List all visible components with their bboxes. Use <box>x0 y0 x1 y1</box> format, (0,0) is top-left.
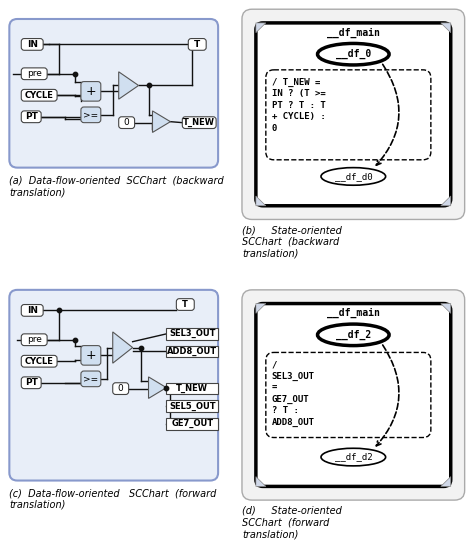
FancyBboxPatch shape <box>81 82 101 101</box>
Text: pre: pre <box>27 69 42 78</box>
FancyBboxPatch shape <box>242 9 465 219</box>
Text: __df_0: __df_0 <box>336 49 371 59</box>
Point <box>71 335 79 344</box>
FancyBboxPatch shape <box>21 111 41 123</box>
FancyBboxPatch shape <box>21 305 43 316</box>
FancyBboxPatch shape <box>9 19 218 167</box>
Polygon shape <box>441 196 451 206</box>
Polygon shape <box>441 476 451 486</box>
Bar <box>166 400 218 412</box>
Text: CYCLE: CYCLE <box>25 357 54 366</box>
Text: +: + <box>85 85 96 98</box>
Text: PT: PT <box>25 379 37 387</box>
Text: / T_NEW =
IN ? (T >=
PT ? T : T
+ CYCLE) :
0: / T_NEW = IN ? (T >= PT ? T : T + CYCLE)… <box>272 78 326 132</box>
Polygon shape <box>441 304 451 313</box>
Text: ADD8_OUT: ADD8_OUT <box>167 347 217 356</box>
Text: (a)  Data-flow-oriented  SCChart  (backward
translation): (a) Data-flow-oriented SCChart (backward… <box>9 176 224 197</box>
Text: CYCLE: CYCLE <box>25 91 54 100</box>
FancyBboxPatch shape <box>113 383 128 394</box>
Text: /
SEL3_OUT
=
GE7_OUT
? T :
ADD8_OUT: / SEL3_OUT = GE7_OUT ? T : ADD8_OUT <box>272 360 315 427</box>
Text: 0: 0 <box>124 118 129 127</box>
FancyBboxPatch shape <box>21 38 43 50</box>
FancyBboxPatch shape <box>176 299 194 310</box>
Text: __df_main: __df_main <box>327 308 380 318</box>
Text: PT: PT <box>25 112 37 121</box>
Point <box>163 383 170 392</box>
Ellipse shape <box>318 43 389 65</box>
Polygon shape <box>441 23 451 33</box>
Polygon shape <box>256 304 266 313</box>
Text: T_NEW: T_NEW <box>183 118 215 127</box>
FancyBboxPatch shape <box>21 334 47 346</box>
Polygon shape <box>256 196 266 206</box>
FancyBboxPatch shape <box>81 346 101 365</box>
Text: GE7_OUT: GE7_OUT <box>171 419 213 428</box>
FancyBboxPatch shape <box>9 290 218 481</box>
Polygon shape <box>118 72 138 99</box>
Text: __df_d2: __df_d2 <box>335 452 372 462</box>
Bar <box>166 383 218 394</box>
Point <box>71 69 79 78</box>
FancyBboxPatch shape <box>242 290 465 500</box>
Ellipse shape <box>321 449 386 466</box>
FancyArrowPatch shape <box>376 65 399 165</box>
Text: SEL3_OUT: SEL3_OUT <box>169 329 216 339</box>
Ellipse shape <box>318 324 389 346</box>
Text: SEL5_OUT: SEL5_OUT <box>169 401 216 411</box>
Text: +: + <box>85 349 96 362</box>
Text: T: T <box>182 300 188 309</box>
FancyBboxPatch shape <box>21 68 47 80</box>
Polygon shape <box>113 332 133 363</box>
FancyBboxPatch shape <box>81 107 101 123</box>
Point <box>55 306 63 315</box>
Polygon shape <box>148 377 166 398</box>
Polygon shape <box>256 23 266 33</box>
FancyBboxPatch shape <box>21 356 57 367</box>
Text: T: T <box>194 40 201 49</box>
Text: IN: IN <box>27 40 38 49</box>
FancyBboxPatch shape <box>256 304 451 486</box>
FancyBboxPatch shape <box>81 371 101 387</box>
Text: T_NEW: T_NEW <box>176 384 208 393</box>
Text: >=: >= <box>83 374 99 383</box>
Bar <box>166 418 218 430</box>
FancyBboxPatch shape <box>256 23 451 206</box>
Ellipse shape <box>321 167 386 185</box>
FancyBboxPatch shape <box>21 377 41 388</box>
Text: IN: IN <box>27 306 38 315</box>
Polygon shape <box>153 111 170 132</box>
Bar <box>166 346 218 357</box>
Text: 0: 0 <box>118 384 124 393</box>
Text: __df_2: __df_2 <box>336 330 371 340</box>
Bar <box>166 328 218 340</box>
Point <box>145 81 152 90</box>
Polygon shape <box>256 476 266 486</box>
Text: >=: >= <box>83 110 99 119</box>
FancyArrowPatch shape <box>376 345 399 446</box>
FancyBboxPatch shape <box>188 38 206 50</box>
Text: __df_main: __df_main <box>327 27 380 38</box>
FancyBboxPatch shape <box>118 117 135 129</box>
Point <box>137 343 145 352</box>
FancyBboxPatch shape <box>182 117 216 129</box>
Text: (d)     State-oriented
SCChart  (forward
translation): (d) State-oriented SCChart (forward tran… <box>242 506 342 539</box>
Text: pre: pre <box>27 335 42 344</box>
Text: __df_d0: __df_d0 <box>335 172 372 181</box>
Text: (c)  Data-flow-oriented   SCChart  (forward
translation): (c) Data-flow-oriented SCChart (forward … <box>9 488 217 510</box>
FancyBboxPatch shape <box>21 89 57 101</box>
Text: (b)     State-oriented
SCChart  (backward
translation): (b) State-oriented SCChart (backward tra… <box>242 225 342 259</box>
